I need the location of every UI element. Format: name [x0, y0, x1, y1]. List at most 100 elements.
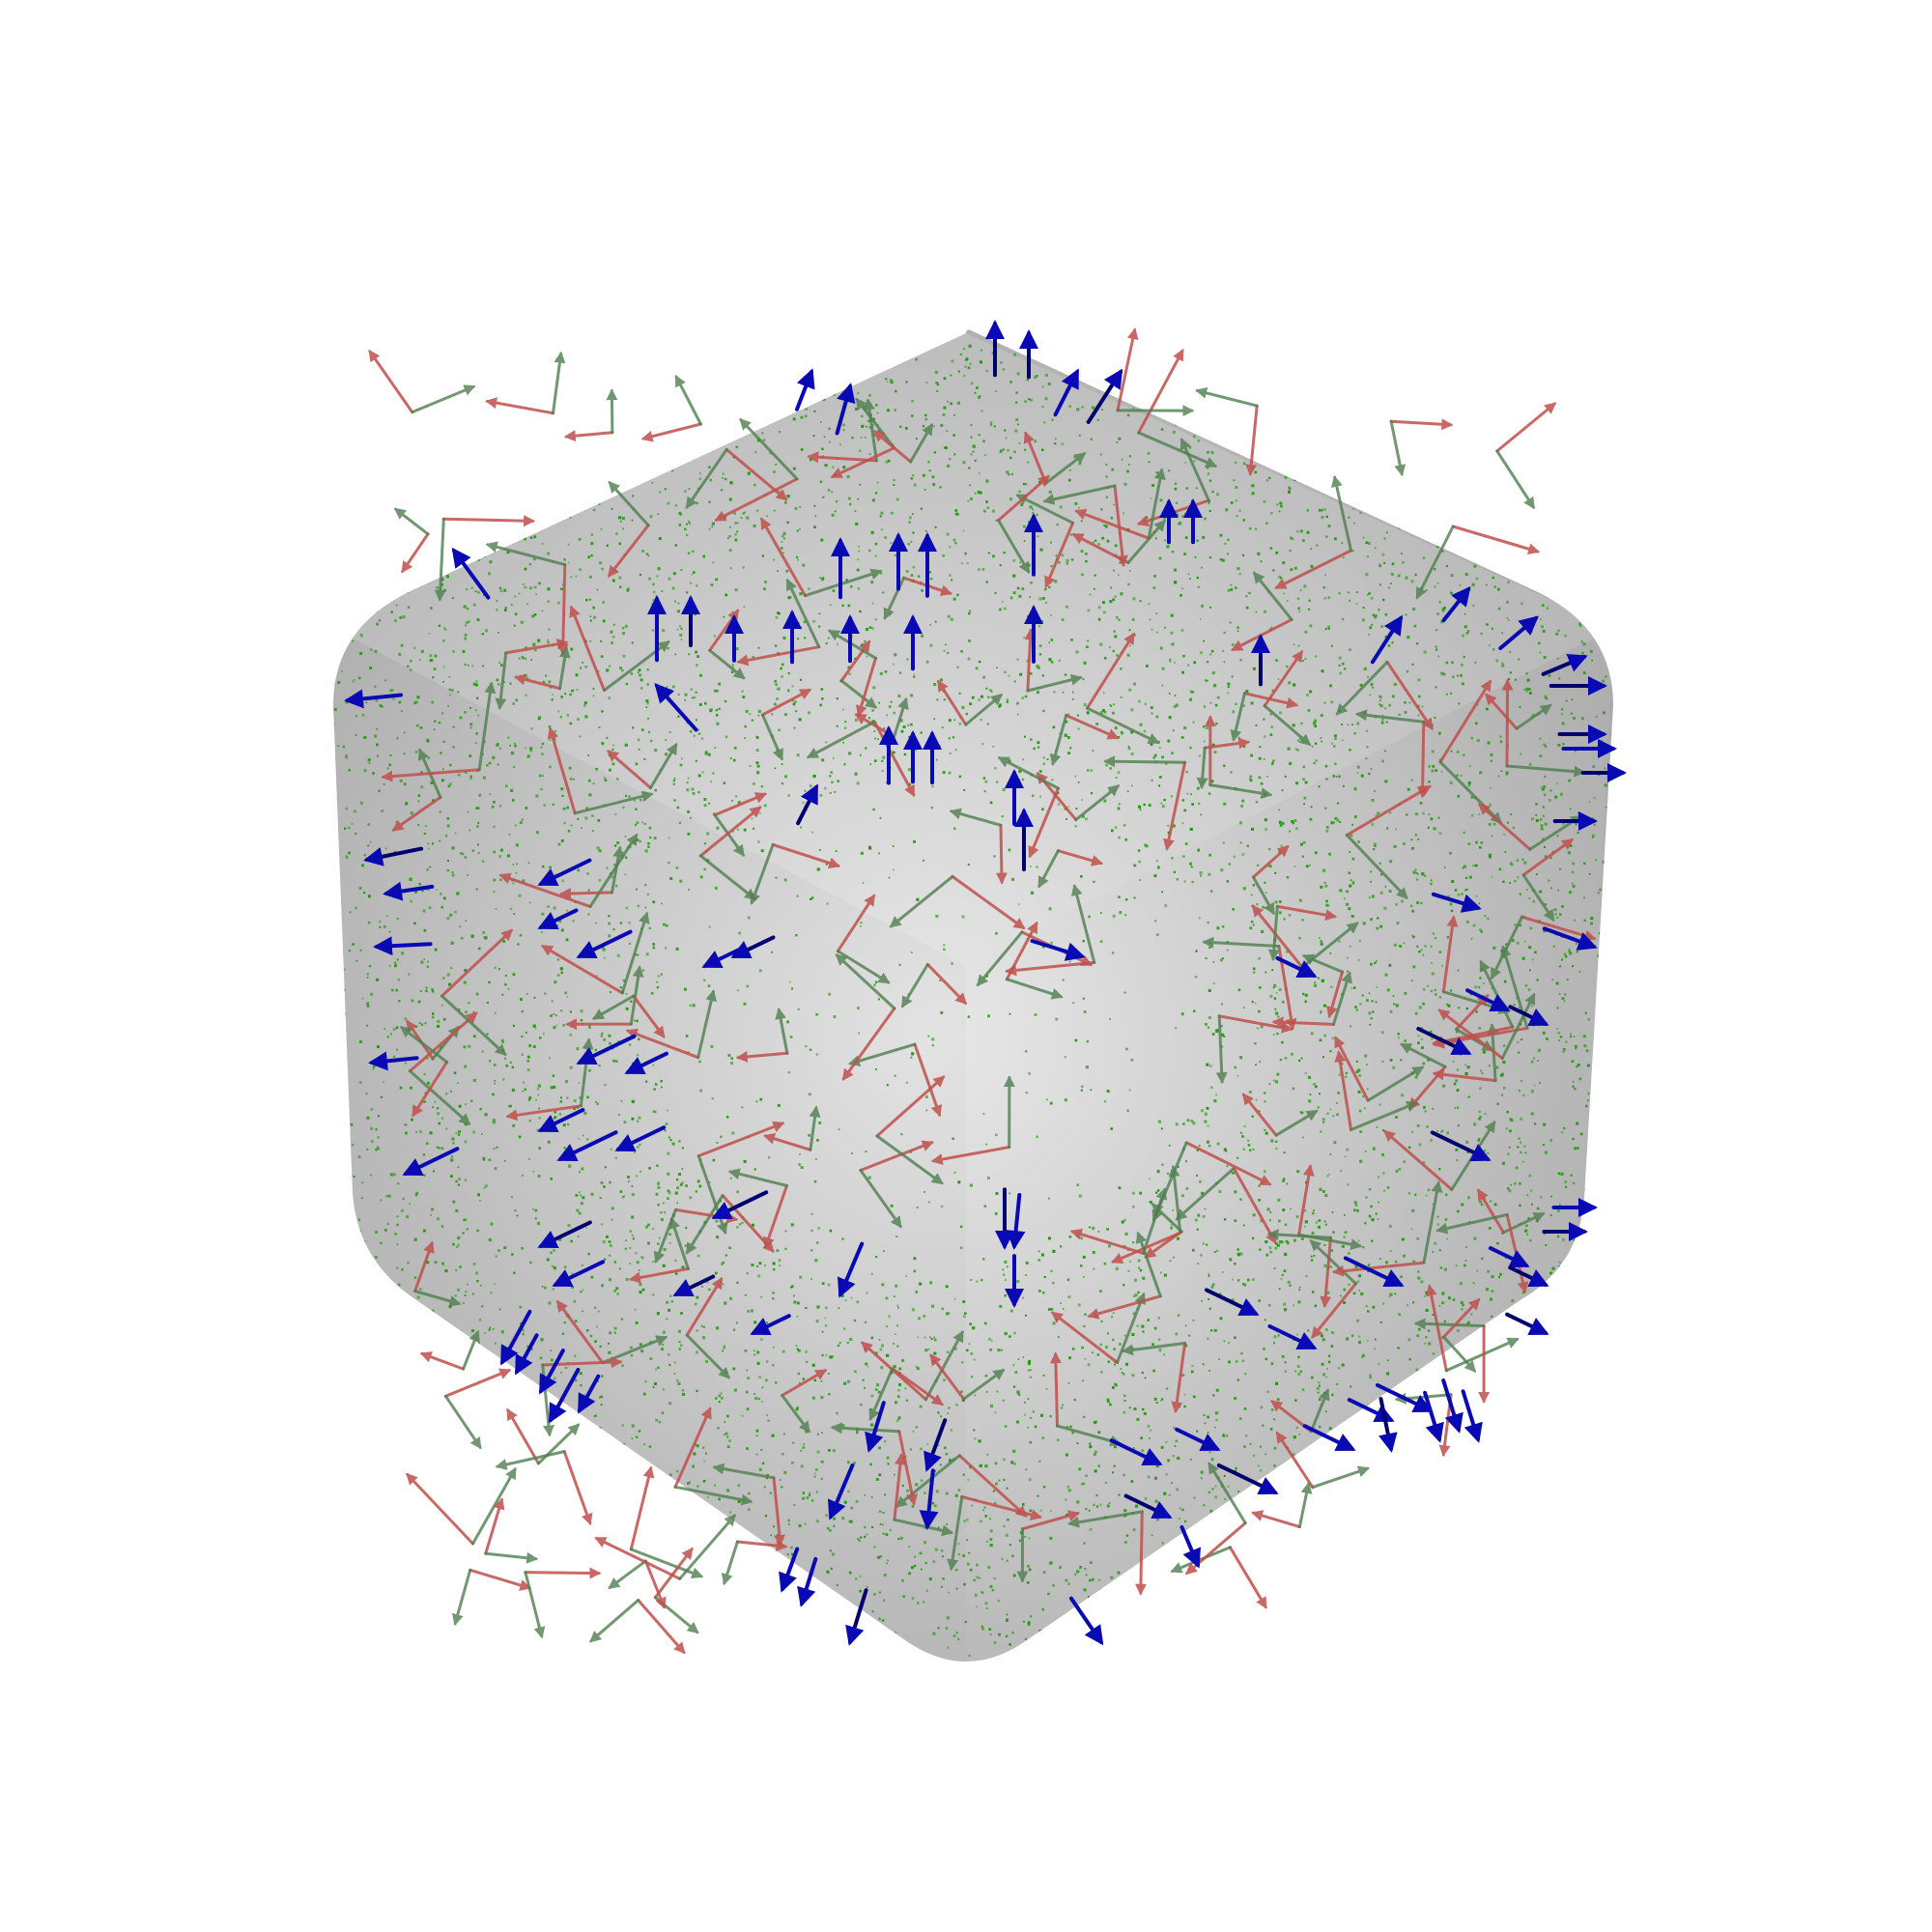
tangent-arrow-red	[763, 1183, 788, 1249]
tangent-arrow-red	[673, 1406, 712, 1489]
tangent-arrow-red	[413, 1240, 435, 1293]
tangent-arrow-red	[1024, 628, 1037, 693]
tangent-arrow-red	[1243, 692, 1299, 709]
tangent-arrow-green	[1442, 1335, 1477, 1373]
tangent-arrow-red	[1044, 521, 1075, 588]
tangent-arrow-red	[937, 679, 968, 726]
tangent-arrow-red	[855, 656, 877, 718]
tangent-arrow-red	[506, 1407, 540, 1465]
normal-arrow	[1370, 614, 1404, 665]
normal-arrow	[1205, 1288, 1260, 1317]
tangent-arrow-green	[806, 720, 876, 759]
normal-arrow	[838, 1241, 865, 1298]
tangent-arrow-green	[485, 541, 567, 567]
tangent-arrow-red	[1023, 431, 1048, 485]
tangent-arrow-red	[1334, 1050, 1352, 1131]
tangent-arrow-green	[536, 1423, 581, 1465]
tangent-arrow-green	[1116, 1292, 1147, 1364]
normal-arrow	[1109, 1438, 1163, 1466]
tangent-arrow-red	[653, 1547, 694, 1600]
normal-arrow	[373, 936, 433, 956]
tangent-arrow-red	[875, 1075, 946, 1138]
tangent-arrow-green	[591, 994, 636, 1020]
tangent-arrow-green	[775, 1007, 789, 1055]
normal-arrow	[368, 1051, 419, 1071]
tangent-arrow-red	[997, 474, 1050, 523]
tangent-arrow-green	[1490, 915, 1523, 980]
tangent-arrow-green	[1495, 449, 1535, 510]
tangent-arrow-green	[947, 1495, 964, 1572]
normal-arrow	[797, 1556, 818, 1607]
tangent-arrow-red	[562, 1450, 593, 1526]
normal-arrow	[845, 1588, 868, 1646]
normal-arrow	[1053, 368, 1079, 417]
tangent-arrow-red	[1485, 693, 1519, 730]
tangent-arrow-green	[1301, 953, 1345, 974]
tangent-arrow-red	[1086, 632, 1135, 710]
tangent-arrow-red	[1069, 1228, 1146, 1255]
tangent-arrow-red	[637, 1599, 686, 1655]
tangent-arrow-red	[696, 1121, 785, 1158]
tangent-arrow-red	[1495, 402, 1557, 453]
normal-arrow	[539, 1349, 565, 1395]
tangent-arrow-green	[698, 854, 756, 900]
tangent-arrow-red	[960, 1495, 1043, 1520]
tangent-arrow-green	[1044, 452, 1087, 485]
tangent-arrow-green	[471, 1466, 517, 1546]
tangent-arrow-green	[558, 645, 571, 691]
normal-arrow	[537, 858, 592, 887]
tangent-arrow-green	[1121, 1342, 1187, 1356]
tangent-arrow-green	[1042, 484, 1117, 505]
tangent-arrow-red	[891, 1367, 944, 1406]
tangent-arrow-red	[1241, 1093, 1278, 1137]
tangent-arrow-green	[1309, 1388, 1330, 1434]
tangent-arrow-red	[569, 605, 606, 693]
normal-arrow	[1508, 1265, 1549, 1288]
tangent-arrow-red	[1251, 904, 1304, 969]
tangent-arrow-red	[594, 1536, 682, 1580]
normal-arrow	[1465, 988, 1511, 1012]
tangent-arrow-green	[1168, 1164, 1182, 1235]
normal-arrow	[796, 783, 818, 826]
normal-arrow	[750, 1314, 791, 1336]
tangent-arrow-red	[1056, 849, 1104, 867]
tangent-arrow-green	[673, 1485, 753, 1506]
tangent-arrow-red	[698, 806, 762, 858]
tangent-arrow-red	[1432, 1068, 1497, 1083]
tangent-arrow-red	[1521, 838, 1575, 877]
cube-face-2	[333, 628, 966, 1662]
tangent-arrow-red	[1005, 960, 1096, 977]
tangent-arrow-green	[1253, 571, 1293, 621]
tangent-arrow-red	[1134, 1510, 1147, 1596]
tangent-arrow-green	[1026, 673, 1083, 693]
tangent-arrow-red	[872, 430, 913, 464]
tangent-arrow-green	[1005, 978, 1064, 1000]
tangent-arrow-red	[1184, 1521, 1247, 1576]
normal-arrow	[1416, 1027, 1472, 1056]
normal-arrow	[556, 1130, 618, 1162]
tangent-arrow-red	[381, 768, 481, 782]
tangent-arrow-green	[1366, 1065, 1425, 1102]
tangent-arrow-red	[830, 446, 896, 478]
tangent-arrow-red	[913, 1042, 943, 1118]
tangent-arrow-red	[1050, 1311, 1119, 1364]
tangent-arrow-green	[1208, 783, 1273, 800]
tangent-arrow-green	[1086, 706, 1160, 745]
tangent-arrow-red	[1425, 1284, 1448, 1373]
tangent-arrow-red	[640, 422, 702, 442]
tangent-arrow-green	[1422, 1180, 1443, 1264]
tangent-arrow-green	[949, 808, 1003, 827]
tangent-arrow-green	[868, 1367, 895, 1421]
normal-arrow	[383, 881, 435, 901]
tangent-arrow-red	[1275, 1431, 1315, 1490]
tangent-arrow-red	[1144, 1230, 1183, 1259]
tangent-arrow-green	[696, 989, 718, 1060]
normal-arrow	[1423, 1390, 1444, 1443]
normal-arrow	[1505, 1312, 1549, 1336]
tangent-arrow-green	[1195, 386, 1259, 408]
tangent-arrow-green	[1263, 704, 1312, 746]
tangent-arrow-red	[1320, 1236, 1332, 1309]
tangent-arrow-green	[835, 953, 896, 1010]
normal-arrow	[1267, 1324, 1318, 1350]
